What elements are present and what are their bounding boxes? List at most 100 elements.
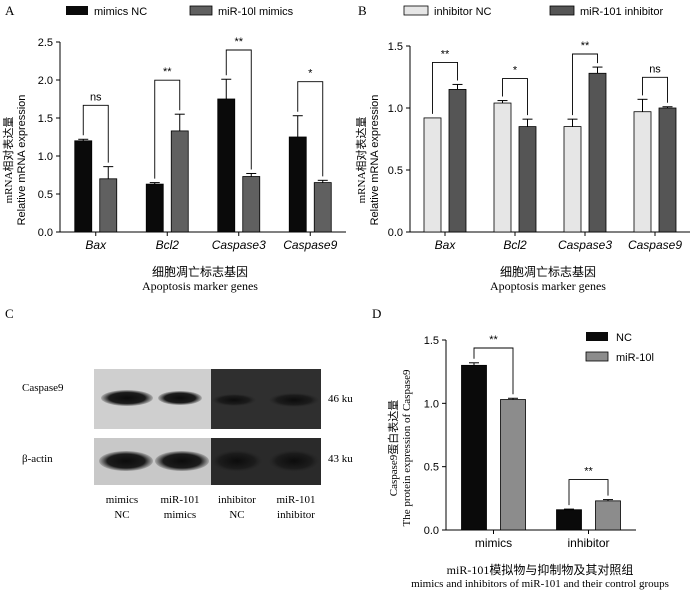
chart-b: 0.0 0.5 1.0 1.5 Bax ** Bcl2 * Caspase3 ** Caspase9… bbox=[354, 5, 690, 293]
chart-a-xtick-label: Caspase9 bbox=[283, 238, 337, 252]
chart-b-xlabel-cn: 细胞凋亡标志基因 bbox=[500, 265, 596, 279]
blot-row-label-caspase9: Caspase9 bbox=[22, 382, 64, 394]
chart-a: 0.0 0.5 1.0 1.5 2.0 2.5 Bax ns Bcl2 ** Caspase3 ** C… bbox=[1, 5, 346, 293]
chart-b-ylabel-cn: mRNA相对表达量 bbox=[354, 117, 368, 204]
chart-d-legend-swatch-2 bbox=[585, 351, 609, 362]
panel-label-c: C bbox=[5, 306, 14, 321]
chart-b-ylabel-en: Relative mRNA expression bbox=[369, 95, 381, 226]
chart-d-legend-label-1: NC bbox=[616, 332, 632, 344]
blot-band-actin-lane4 bbox=[268, 450, 320, 472]
chart-b-bar bbox=[588, 72, 607, 233]
chart-d: 0.0 0.5 1.0 1.5 mimics ** inhibitor ** Caspase9… bbox=[386, 332, 669, 590]
chart-a-legend-swatch-2 bbox=[189, 5, 213, 16]
chart-d-xlabel-cn: miR-101模拟物与抑制物及其对照组 bbox=[447, 562, 634, 577]
panel-label-b: B bbox=[358, 3, 367, 18]
chart-a-ylabel-en: Relative mRNA expression bbox=[16, 95, 28, 226]
chart-d-bar bbox=[500, 399, 526, 531]
chart-a-bar bbox=[288, 136, 307, 233]
chart-a-xtick-label: Bax bbox=[85, 238, 107, 252]
chart-d-legend-label-2: miR-10l bbox=[616, 352, 654, 364]
chart-a-plot: 0.0 0.5 1.0 1.5 2.0 2.5 Bax ns Bcl2 ** Caspase3 ** C… bbox=[38, 36, 346, 252]
chart-a-sig-bracket bbox=[297, 81, 324, 177]
chart-b-ytick-label: 1.0 bbox=[388, 103, 403, 115]
chart-a-bar bbox=[99, 178, 118, 233]
chart-a-xtick-label: Caspase3 bbox=[212, 238, 266, 252]
chart-a-sig-bracket bbox=[154, 79, 181, 179]
chart-a-ytick-label: 0.0 bbox=[38, 227, 53, 239]
chart-b-sig-bracket bbox=[642, 76, 668, 103]
blot-band-actin-lane2 bbox=[155, 451, 209, 471]
chart-a-sig-label: ns bbox=[90, 91, 102, 103]
chart-a-sig-bracket bbox=[82, 104, 109, 163]
chart-a-bar bbox=[217, 98, 236, 233]
chart-b-bar bbox=[563, 126, 582, 233]
chart-d-plot: 0.0 0.5 1.0 1.5 mimics ** inhibitor ** bbox=[424, 334, 636, 550]
chart-d-xtick-label: inhibitor bbox=[567, 536, 609, 550]
chart-a-bar bbox=[74, 140, 93, 233]
blot-lane3-label-line2: NC bbox=[229, 509, 244, 521]
chart-a-legend-swatch-1 bbox=[66, 6, 88, 15]
blot-band-actin-lane1 bbox=[99, 451, 153, 471]
chart-b-xtick-label: Bcl2 bbox=[503, 238, 527, 252]
chart-a-bar bbox=[313, 182, 332, 233]
blot-row-label-actin: β-actin bbox=[22, 453, 53, 465]
chart-b-xtick-label: Caspase3 bbox=[558, 238, 612, 252]
western-blot: Caspase9 β-actin 46 ku 43 ku mimics NC m… bbox=[22, 369, 353, 521]
blot-size-actin: 43 ku bbox=[328, 453, 353, 465]
chart-d-sig-label: ** bbox=[584, 466, 593, 478]
chart-a-ytick-label: 2.5 bbox=[38, 37, 53, 49]
chart-a-ylabel-cn: mRNA相对表达量 bbox=[1, 117, 15, 204]
chart-b-legend-swatch-2 bbox=[549, 5, 575, 16]
chart-a-ytick-label: 0.5 bbox=[38, 189, 53, 201]
chart-d-ytick-label: 1.5 bbox=[424, 335, 439, 347]
chart-a-sig-label: ** bbox=[163, 66, 172, 78]
blot-lane4-label-line2: inhibitor bbox=[277, 509, 315, 521]
chart-b-plot: 0.0 0.5 1.0 1.5 Bax ** Bcl2 * Caspase3 ** Caspase9… bbox=[388, 40, 690, 252]
chart-d-ytick-label: 1.0 bbox=[424, 398, 439, 410]
chart-b-sig-label: * bbox=[513, 65, 518, 77]
blot-band-caspase9-lane4 bbox=[269, 393, 319, 407]
chart-d-bar bbox=[595, 500, 621, 531]
chart-b-legend-label-2: miR-101 inhibitor bbox=[580, 6, 663, 18]
chart-b-bar bbox=[518, 126, 537, 233]
chart-b-sig-bracket bbox=[432, 61, 458, 114]
chart-b-legend-swatch-1 bbox=[403, 5, 429, 16]
chart-b-xtick-label: Caspase9 bbox=[628, 238, 682, 252]
chart-d-legend-swatch-1 bbox=[586, 332, 608, 341]
chart-a-xlabel-en: Apoptosis marker genes bbox=[142, 279, 258, 293]
chart-a-legend-label-2: miR-10l mimics bbox=[218, 6, 294, 18]
blot-band-actin-lane3 bbox=[211, 450, 263, 472]
chart-b-sig-label: ** bbox=[441, 48, 450, 60]
chart-a-sig-label: * bbox=[308, 68, 313, 80]
chart-d-xlabel-en: mimics and inhibitors of miR-101 and the… bbox=[411, 578, 669, 590]
chart-b-sig-label: ns bbox=[649, 63, 661, 75]
chart-b-ytick-label: 0.5 bbox=[388, 165, 403, 177]
chart-b-xlabel-en: Apoptosis marker genes bbox=[490, 279, 606, 293]
chart-d-bar bbox=[556, 509, 582, 531]
blot-size-caspase9: 46 ku bbox=[328, 393, 353, 405]
chart-d-ylabel-en: The protein expression of Caspase9 bbox=[401, 369, 413, 527]
chart-b-ytick-label: 0.0 bbox=[388, 227, 403, 239]
chart-b-bar bbox=[448, 89, 467, 233]
chart-d-ytick-label: 0.0 bbox=[424, 525, 439, 537]
chart-b-bar bbox=[658, 107, 677, 233]
panel-label-d: D bbox=[372, 306, 381, 321]
blot-band-caspase9-lane3 bbox=[212, 394, 256, 406]
chart-b-bar bbox=[633, 111, 652, 233]
chart-a-sig-bracket bbox=[225, 49, 252, 170]
chart-d-xtick-label: mimics bbox=[475, 536, 512, 550]
chart-a-ytick-label: 2.0 bbox=[38, 75, 53, 87]
chart-b-bar bbox=[423, 117, 442, 233]
chart-a-bar bbox=[170, 130, 189, 233]
chart-a-xtick-label: Bcl2 bbox=[156, 238, 180, 252]
chart-d-sig-label: ** bbox=[489, 334, 498, 346]
blot-band-caspase9-lane2 bbox=[158, 391, 202, 405]
chart-b-sig-label: ** bbox=[581, 40, 590, 52]
chart-b-legend-label-1: inhibitor NC bbox=[434, 6, 492, 18]
chart-b-ytick-label: 1.5 bbox=[388, 41, 403, 53]
chart-d-ytick-label: 0.5 bbox=[424, 462, 439, 474]
chart-b-bar bbox=[493, 102, 512, 233]
blot-lane1-label-line1: mimics bbox=[106, 494, 138, 506]
blot-lane1-label-line2: NC bbox=[114, 509, 129, 521]
